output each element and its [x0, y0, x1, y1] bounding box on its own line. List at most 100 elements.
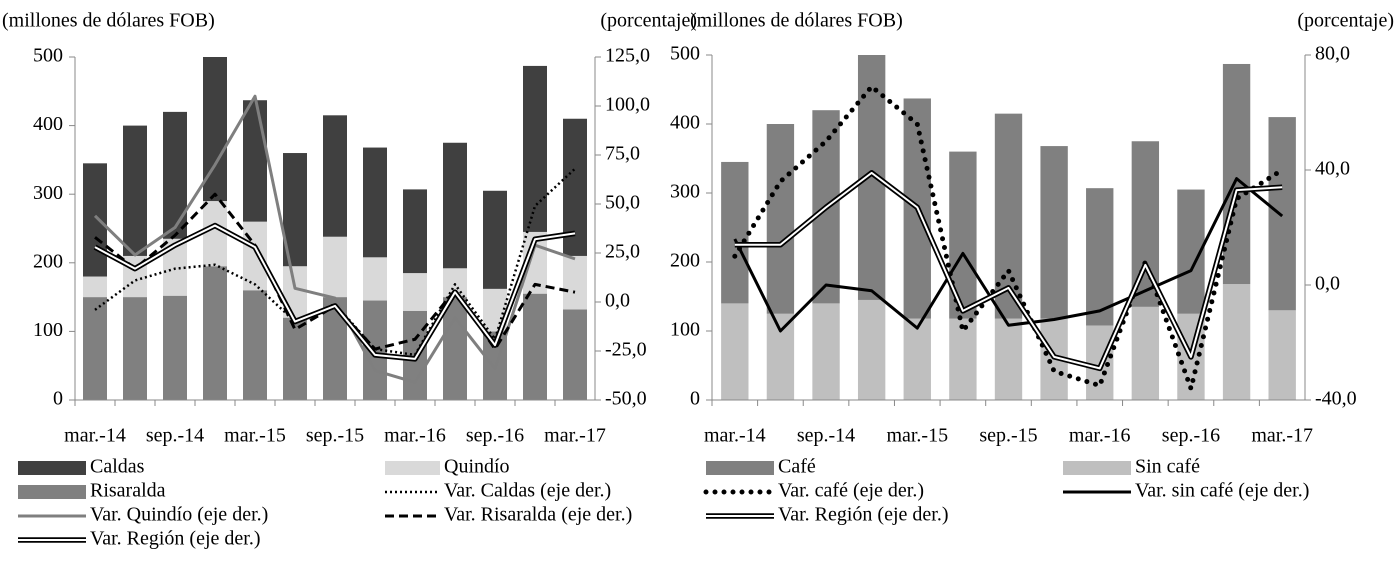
y2-tick-label: -40,0 — [1315, 388, 1357, 410]
bar — [1086, 188, 1114, 326]
x-tick-label: sep.-14 — [146, 425, 204, 447]
y-tick-label: 0 — [690, 388, 700, 410]
bar — [483, 190, 507, 289]
legend-swatch — [706, 461, 774, 475]
bar — [766, 313, 795, 400]
y-tick-label: 500 — [33, 45, 63, 67]
bar — [243, 100, 267, 222]
bar — [443, 297, 467, 400]
bar — [1268, 117, 1296, 311]
x-tick-label: mar.-16 — [384, 425, 446, 447]
y-tick-label: 300 — [670, 181, 700, 203]
legend-label: Var. Región (eje der.) — [90, 528, 261, 550]
y-axis-label: (millones de dólares FOB) — [2, 10, 215, 32]
legend-swatch — [1063, 461, 1131, 475]
bar — [766, 124, 795, 314]
legend-label: Caldas — [90, 456, 145, 478]
y2-tick-label: 0,0 — [605, 290, 630, 312]
bar — [163, 295, 187, 400]
y-axis-label: (millones de dólares FOB) — [690, 10, 903, 32]
bar — [83, 163, 107, 277]
x-tick-label: sep.-16 — [1162, 425, 1220, 447]
y2-tick-label: -25,0 — [605, 339, 647, 361]
bar — [243, 290, 267, 400]
y2-tick-label: 25,0 — [605, 241, 640, 263]
x-tick-label: mar.-15 — [886, 425, 948, 447]
bar — [163, 111, 187, 239]
bar — [523, 65, 547, 232]
bar — [403, 189, 427, 274]
legend-label: Quindío — [444, 456, 510, 478]
bar — [1268, 310, 1296, 400]
x-tick-label: mar.-14 — [64, 425, 126, 447]
bar — [721, 303, 749, 400]
bar — [1222, 284, 1251, 400]
y2-axis-label: (porcentaje) — [600, 10, 697, 32]
y2-tick-label: 0,0 — [1315, 273, 1340, 295]
y-tick-label: 100 — [33, 319, 63, 341]
legend-label: Var. sin café (eje der.) — [1135, 480, 1309, 502]
legend-label: Café — [778, 456, 816, 478]
line-inner — [94, 224, 576, 360]
y-tick-label: 200 — [670, 250, 700, 272]
legend-label: Var. Caldas (eje der.) — [444, 480, 611, 502]
legend-label: Sin café — [1135, 456, 1200, 478]
bar — [203, 201, 227, 267]
y-tick-label: 400 — [33, 113, 63, 135]
bar — [123, 125, 147, 256]
bar — [363, 257, 387, 301]
bar — [283, 317, 307, 400]
x-tick-label: mar.-15 — [224, 425, 286, 447]
x-tick-label: mar.-14 — [704, 425, 766, 447]
bar — [1040, 146, 1068, 319]
bar — [203, 266, 227, 400]
line-inner — [734, 171, 1283, 370]
legend-swatch — [18, 485, 86, 499]
y2-tick-label: 75,0 — [605, 143, 640, 165]
bar — [949, 318, 977, 400]
bar — [903, 318, 931, 400]
x-tick-label: sep.-14 — [797, 425, 855, 447]
line — [94, 167, 576, 357]
x-tick-label: sep.-15 — [306, 425, 364, 447]
y-tick-label: 0 — [53, 388, 63, 410]
bar — [1131, 306, 1160, 400]
x-tick-label: mar.-17 — [544, 425, 606, 447]
x-tick-label: sep.-15 — [979, 425, 1037, 447]
legend-label: Var. Risaralda (eje der.) — [444, 504, 632, 526]
y2-tick-label: 80,0 — [1315, 43, 1350, 65]
bar — [721, 161, 749, 304]
bar — [563, 255, 587, 310]
legend-label: Var. Región (eje der.) — [778, 504, 949, 526]
y2-tick-label: -50,0 — [605, 388, 647, 410]
bar — [812, 303, 840, 400]
bar — [323, 115, 347, 237]
bar — [1222, 63, 1251, 285]
bar — [83, 297, 107, 400]
y2-tick-label: 125,0 — [605, 45, 650, 67]
y-tick-label: 500 — [670, 43, 700, 65]
x-tick-label: mar.-16 — [1069, 425, 1131, 447]
bar — [994, 318, 1023, 400]
line — [733, 177, 1284, 333]
bar — [363, 147, 387, 258]
y-tick-label: 300 — [33, 182, 63, 204]
line — [732, 84, 1285, 391]
y2-tick-label: 40,0 — [1315, 158, 1350, 180]
x-tick-label: mar.-17 — [1251, 425, 1313, 447]
bar — [83, 276, 107, 298]
y-tick-label: 200 — [33, 250, 63, 272]
legend-swatch — [385, 461, 440, 475]
x-tick-label: sep.-16 — [466, 425, 524, 447]
legend-label: Var. Quindío (eje der.) — [90, 504, 268, 526]
bar — [123, 297, 147, 400]
bar — [563, 309, 587, 400]
y-tick-label: 100 — [670, 319, 700, 341]
line — [93, 94, 576, 384]
bar — [443, 142, 467, 269]
bar — [857, 299, 886, 400]
legend-label: Risaralda — [90, 480, 166, 502]
y-tick-label: 400 — [670, 112, 700, 134]
